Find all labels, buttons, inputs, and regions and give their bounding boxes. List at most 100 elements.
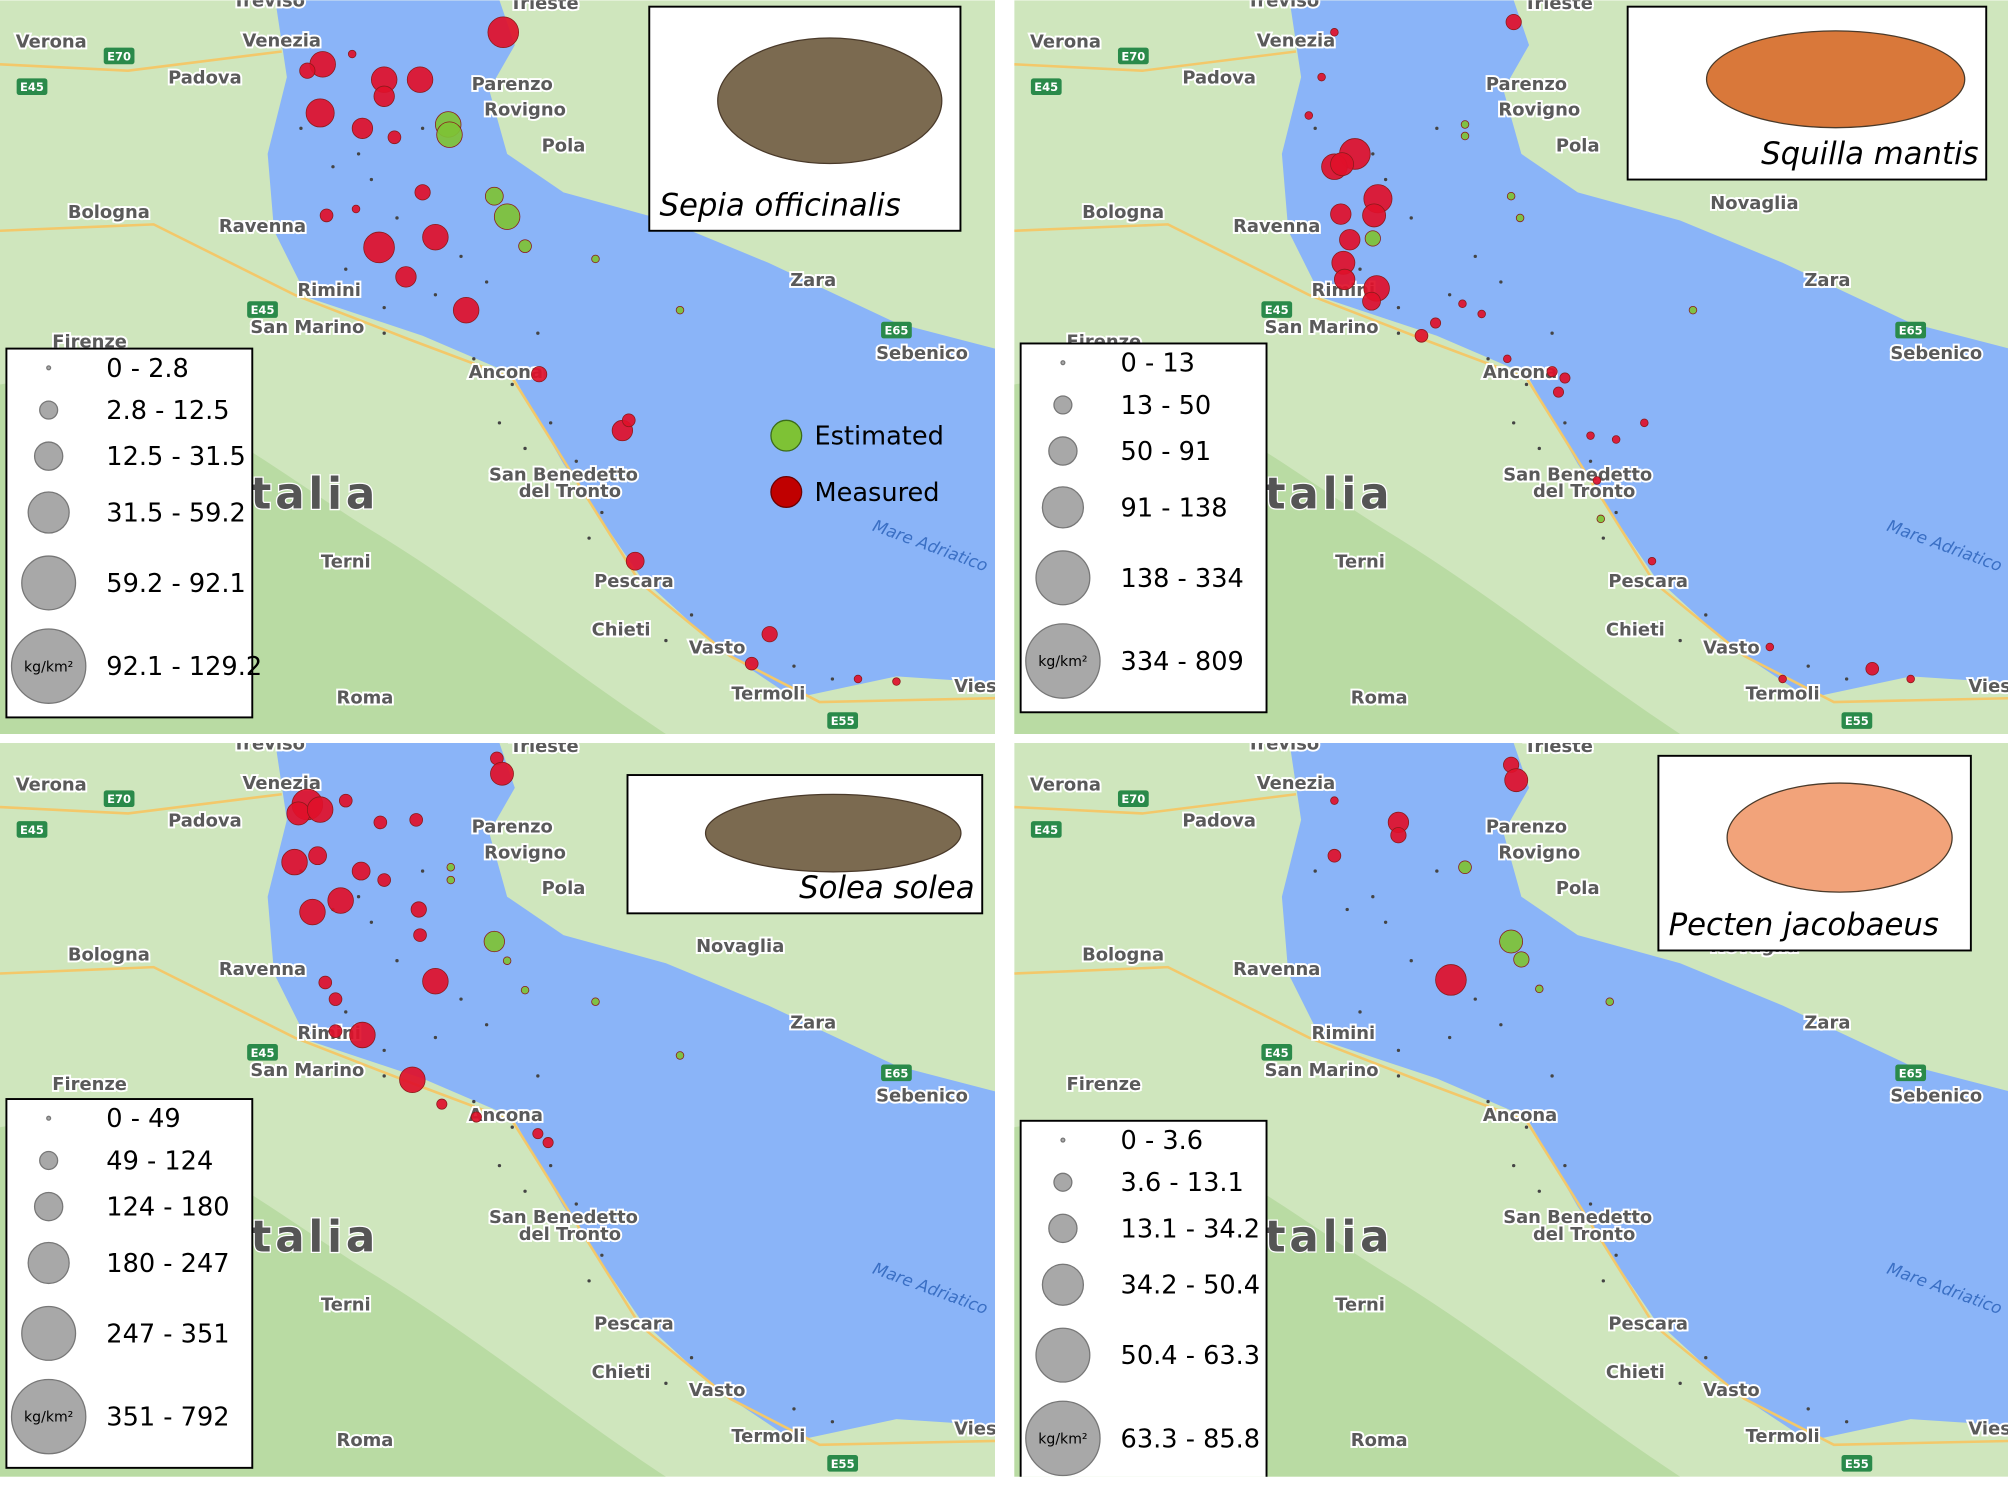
station [1499,280,1503,284]
station [1524,1125,1529,1129]
sea [267,0,996,699]
station-marker [414,184,431,201]
map-panel: E70 E45 E45 E65 E55 Treviso Verona VeneziaPadov… [1014,0,2008,735]
station-marker [1906,674,1915,684]
station-marker [1535,984,1544,994]
station [1435,126,1439,130]
road-label: E55 [1845,1457,1869,1471]
station-marker [286,801,311,826]
station [1409,216,1413,220]
station [382,331,386,335]
place-label: Vasto [1703,637,1759,658]
station-marker [319,208,334,223]
station [600,1253,604,1257]
road [1014,50,1297,72]
station [1550,1074,1554,1078]
station-marker [299,62,316,79]
place-label: del Tronto [1533,1224,1635,1245]
place-label: Novaglia [1710,193,1798,214]
station-marker [591,254,600,264]
place-label: San Benedetto [1503,464,1652,485]
road-label: E55 [831,1457,855,1471]
place-label: Termoli [1746,1426,1820,1447]
place-label: Verona [16,32,87,53]
place-label: San Marino [250,317,364,338]
place-label: Verona [1030,32,1101,53]
road [1014,965,2008,1447]
road-label: E65 [884,1066,908,1080]
place-label: Bologna [1082,202,1164,223]
road [0,965,996,1447]
station-marker [1765,642,1775,652]
place-label: Sebenico [1890,1086,1982,1107]
station-marker [422,968,449,995]
legend-symbol [1025,623,1101,699]
station-marker [625,551,645,571]
station-marker [436,121,463,148]
legend-unit: kg/km² [1038,654,1087,670]
place-label: Verona [16,774,87,795]
station-marker [299,898,326,926]
station-marker [1460,120,1470,129]
station-marker [1327,848,1342,863]
place-label: Zara [1804,270,1850,291]
road-shield [1261,301,1293,318]
station-marker [406,66,434,93]
station-marker [446,863,456,872]
legend-label: 0 - 2.8 [106,354,189,384]
place-label: Italia [231,470,380,520]
station [574,459,578,463]
species-name: Squilla mantis [1761,136,1978,172]
road-shield [1117,790,1149,808]
station-marker [1362,203,1387,228]
station [1396,331,1401,335]
station-marker [1586,431,1595,440]
place-label: Viest [954,676,1005,697]
station-marker [591,997,600,1006]
place-label: Pola [542,878,586,899]
station [1806,1407,1810,1411]
legend-label: 49 - 124 [106,1146,213,1176]
station [1383,177,1388,182]
station-marker [1592,476,1602,485]
station [1588,1202,1593,1206]
legend-label: 63.3 - 85.8 [1121,1424,1261,1454]
legend-label: 13.1 - 34.2 [1121,1214,1261,1244]
station-marker [853,674,863,684]
station [1563,421,1567,425]
legend-symbol [1060,1137,1066,1143]
road-label: E55 [831,714,855,728]
legend-label: 13 - 50 [1121,391,1212,421]
road-shield [1895,321,1927,339]
station [1447,1035,1452,1040]
station-marker [409,813,423,827]
place-label: Rovigno [1498,100,1580,121]
place-label: Terni [1335,552,1385,573]
legend-symbol [1060,360,1066,366]
place-label: del Tronto [519,1224,621,1245]
station-marker [1778,674,1787,684]
station [830,1420,835,1424]
station [1313,869,1317,873]
place-label: Italia [231,1212,380,1262]
legend-symbol [1048,436,1078,466]
road-shield [827,1455,859,1472]
road-shield [1030,78,1062,96]
station-marker [1414,328,1429,343]
station [664,638,668,643]
station-marker [395,266,417,288]
place-label: Treviso [233,733,305,754]
key-label: Measured [814,478,939,508]
station-marker [373,85,395,107]
place-label: Pescara [594,571,674,592]
station-marker [1515,213,1525,223]
station [1345,907,1349,912]
station [497,421,502,425]
legend-label: 334 - 809 [1121,647,1244,677]
road-label: E45 [1265,1046,1289,1060]
legend-symbol [1053,395,1073,415]
place-label: Pola [542,135,586,156]
station-marker [502,956,512,965]
